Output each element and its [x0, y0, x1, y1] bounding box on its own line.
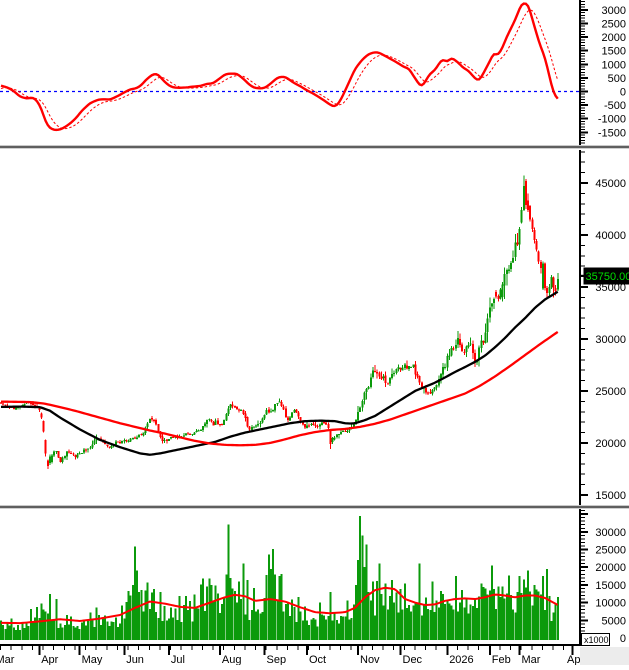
svg-text:2026: 2026 — [449, 654, 473, 665]
svg-text:-500: -500 — [604, 100, 626, 112]
svg-text:40000: 40000 — [595, 230, 626, 242]
svg-text:Sep: Sep — [267, 654, 287, 665]
svg-text:Nov: Nov — [360, 654, 380, 665]
svg-text:Jul: Jul — [171, 654, 185, 665]
svg-text:Ap: Ap — [567, 654, 580, 665]
svg-text:500: 500 — [608, 73, 626, 85]
svg-text:10000: 10000 — [595, 598, 626, 610]
svg-text:5000: 5000 — [602, 615, 626, 627]
svg-text:Dec: Dec — [403, 654, 423, 665]
svg-text:20000: 20000 — [595, 562, 626, 574]
svg-text:0: 0 — [620, 87, 626, 99]
svg-text:2500: 2500 — [602, 19, 626, 31]
svg-text:Mar: Mar — [522, 654, 541, 665]
svg-text:x1000: x1000 — [584, 635, 609, 645]
svg-text:-1000: -1000 — [598, 114, 626, 126]
svg-text:1500: 1500 — [602, 46, 626, 58]
svg-text:35750.00: 35750.00 — [586, 271, 629, 283]
svg-text:Apr: Apr — [41, 654, 58, 665]
svg-text:0: 0 — [620, 633, 626, 645]
svg-text:30000: 30000 — [595, 334, 626, 346]
svg-text:Feb: Feb — [492, 654, 511, 665]
svg-text:1000: 1000 — [602, 59, 626, 71]
svg-text:30000: 30000 — [595, 527, 626, 539]
svg-text:20000: 20000 — [595, 438, 626, 450]
svg-text:15000: 15000 — [595, 580, 626, 592]
svg-text:Jun: Jun — [126, 654, 144, 665]
svg-text:Mar: Mar — [0, 654, 15, 665]
svg-text:-1500: -1500 — [598, 127, 626, 139]
svg-text:2000: 2000 — [602, 32, 626, 44]
svg-text:25000: 25000 — [595, 545, 626, 557]
svg-text:45000: 45000 — [595, 178, 626, 190]
svg-text:May: May — [82, 654, 103, 665]
svg-text:15000: 15000 — [595, 490, 626, 502]
svg-text:Aug: Aug — [222, 654, 242, 665]
svg-text:Oct: Oct — [309, 654, 326, 665]
svg-text:3000: 3000 — [602, 5, 626, 17]
svg-text:25000: 25000 — [595, 386, 626, 398]
